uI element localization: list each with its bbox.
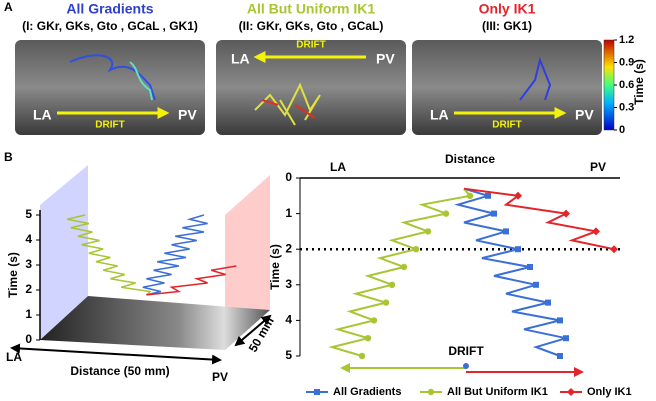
marker [491, 210, 497, 217]
series-line [328, 188, 472, 357]
marker [557, 317, 563, 324]
panel-title: All Gradients [66, 1, 153, 17]
marker [527, 264, 533, 270]
marker [610, 245, 618, 254]
marker [466, 192, 474, 199]
marker [388, 281, 396, 288]
trajectory [69, 54, 156, 101]
drift-label: DRIFT [95, 120, 124, 131]
la-plane [40, 165, 88, 340]
axis-title: Distance (50 mm) [70, 364, 169, 378]
legend-label: All But Uniform IK1 [447, 386, 548, 398]
drift-dot [463, 363, 469, 369]
marker [364, 335, 372, 342]
series-line-3d [146, 265, 237, 296]
trajectory [129, 61, 153, 101]
colorbar [603, 39, 615, 131]
axis-end-label: PV [212, 370, 228, 384]
la-label: LA [33, 107, 52, 123]
drift-label: DRIFT [448, 344, 484, 358]
x-right-label: PV [590, 160, 606, 174]
legend-label: Only IK1 [587, 386, 632, 398]
panel-b: B Time (s) Distance (50 mm) 50 mm LA PV … [4, 150, 584, 384]
panel-subtitle: (II: GKr, GKs, Gto , GCaL) [239, 19, 384, 33]
colorbar-tick-label: 0.9 [619, 56, 634, 68]
marker [424, 228, 432, 235]
y-tick-label-3d: 2 [25, 282, 32, 296]
panel-title: All But Uniform IK1 [247, 1, 376, 17]
pv-label: PV [575, 107, 594, 123]
legend-marker [314, 389, 320, 395]
marker [545, 299, 551, 306]
marker [563, 335, 569, 342]
marker [412, 246, 420, 253]
marker [400, 263, 408, 271]
panel-label: B [4, 150, 13, 164]
marker [562, 209, 570, 218]
series-line-3d [67, 214, 152, 296]
trajectory [261, 99, 316, 119]
panel-subtitle: (III: GK1) [482, 19, 532, 33]
marker [382, 299, 390, 306]
marker [515, 246, 521, 253]
sim-image [216, 40, 406, 135]
colorbar-tick-label: 1.2 [619, 34, 634, 46]
depth-axis [234, 314, 272, 347]
drift-label: DRIFT [296, 40, 325, 51]
legend-marker [427, 388, 435, 396]
panel-title: Only IK1 [479, 1, 536, 17]
colorbar-tick-label: 0 [619, 124, 625, 136]
series-line-3d [142, 214, 208, 296]
y-tick-label: 2 [285, 241, 292, 255]
colorbar-label: Time (s) [632, 59, 646, 105]
legend-label: All Gradients [333, 386, 401, 398]
marker [485, 192, 491, 199]
y-tick-label: 0 [285, 170, 292, 184]
trajectory [519, 56, 552, 101]
la-label: LA [231, 51, 250, 67]
x-axis-title: Distance [445, 152, 495, 166]
marker [592, 227, 600, 236]
y-tick-label: 1 [285, 206, 292, 220]
x-left-label: LA [330, 160, 346, 174]
panel-label: A [4, 0, 13, 14]
marker [442, 210, 450, 217]
marker [533, 281, 539, 288]
colorbar-tick-label: 0.6 [619, 79, 634, 91]
series-line [454, 187, 567, 357]
trajectory [254, 82, 321, 126]
y-axis-title: Time (s) [268, 244, 282, 290]
y-tick-label-3d: 3 [25, 257, 32, 271]
y-tick-label-3d: 1 [25, 307, 32, 321]
axis-title: Time (s) [6, 252, 20, 298]
legend-marker [567, 388, 575, 396]
y-tick-label-3d: 5 [25, 207, 32, 221]
marker [514, 191, 522, 200]
y-tick-label-3d: 0 [25, 332, 32, 346]
floor [40, 296, 270, 350]
pv-plane [225, 175, 270, 350]
y-tick-label: 3 [285, 277, 292, 291]
marker [503, 228, 509, 235]
y-tick-label: 4 [285, 313, 292, 327]
axis-end-label: LA [6, 350, 22, 364]
la-label: LA [430, 107, 449, 123]
distance-axis [10, 343, 222, 365]
colorbar-tick-label: 0.3 [619, 101, 634, 113]
marker [370, 317, 378, 324]
pv-label: PV [376, 51, 395, 67]
drift-label: DRIFT [492, 120, 521, 131]
marker [557, 353, 563, 359]
marker [358, 352, 366, 360]
y-tick-label: 5 [285, 348, 292, 362]
panel-subtitle: (I: GKr, GKs, Gto , GCaL , GK1) [22, 19, 198, 33]
pv-label: PV [178, 107, 197, 123]
y-tick-label-3d: 4 [25, 232, 32, 246]
